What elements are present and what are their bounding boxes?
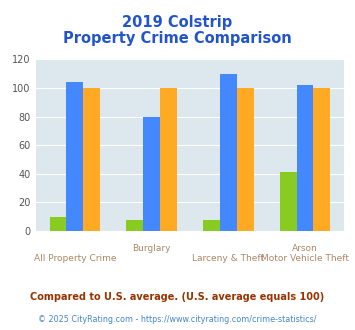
Text: Larceny & Theft: Larceny & Theft (192, 254, 264, 263)
Bar (220, 74, 237, 231)
Bar (203, 219, 220, 231)
Bar (143, 116, 160, 231)
Text: 2019 Colstrip: 2019 Colstrip (122, 15, 233, 30)
Bar (280, 172, 296, 231)
Bar (160, 88, 177, 231)
Bar (66, 82, 83, 231)
Bar (50, 217, 66, 231)
Text: Property Crime Comparison: Property Crime Comparison (63, 31, 292, 46)
Text: Motor Vehicle Theft: Motor Vehicle Theft (261, 254, 349, 263)
Text: All Property Crime: All Property Crime (34, 254, 116, 263)
Text: © 2025 CityRating.com - https://www.cityrating.com/crime-statistics/: © 2025 CityRating.com - https://www.city… (38, 315, 317, 324)
Bar (237, 88, 253, 231)
Bar (83, 88, 100, 231)
Text: Arson: Arson (292, 244, 318, 253)
Bar (296, 85, 313, 231)
Text: Compared to U.S. average. (U.S. average equals 100): Compared to U.S. average. (U.S. average … (31, 292, 324, 302)
Bar (313, 88, 330, 231)
Text: Burglary: Burglary (132, 244, 171, 253)
Bar (126, 219, 143, 231)
